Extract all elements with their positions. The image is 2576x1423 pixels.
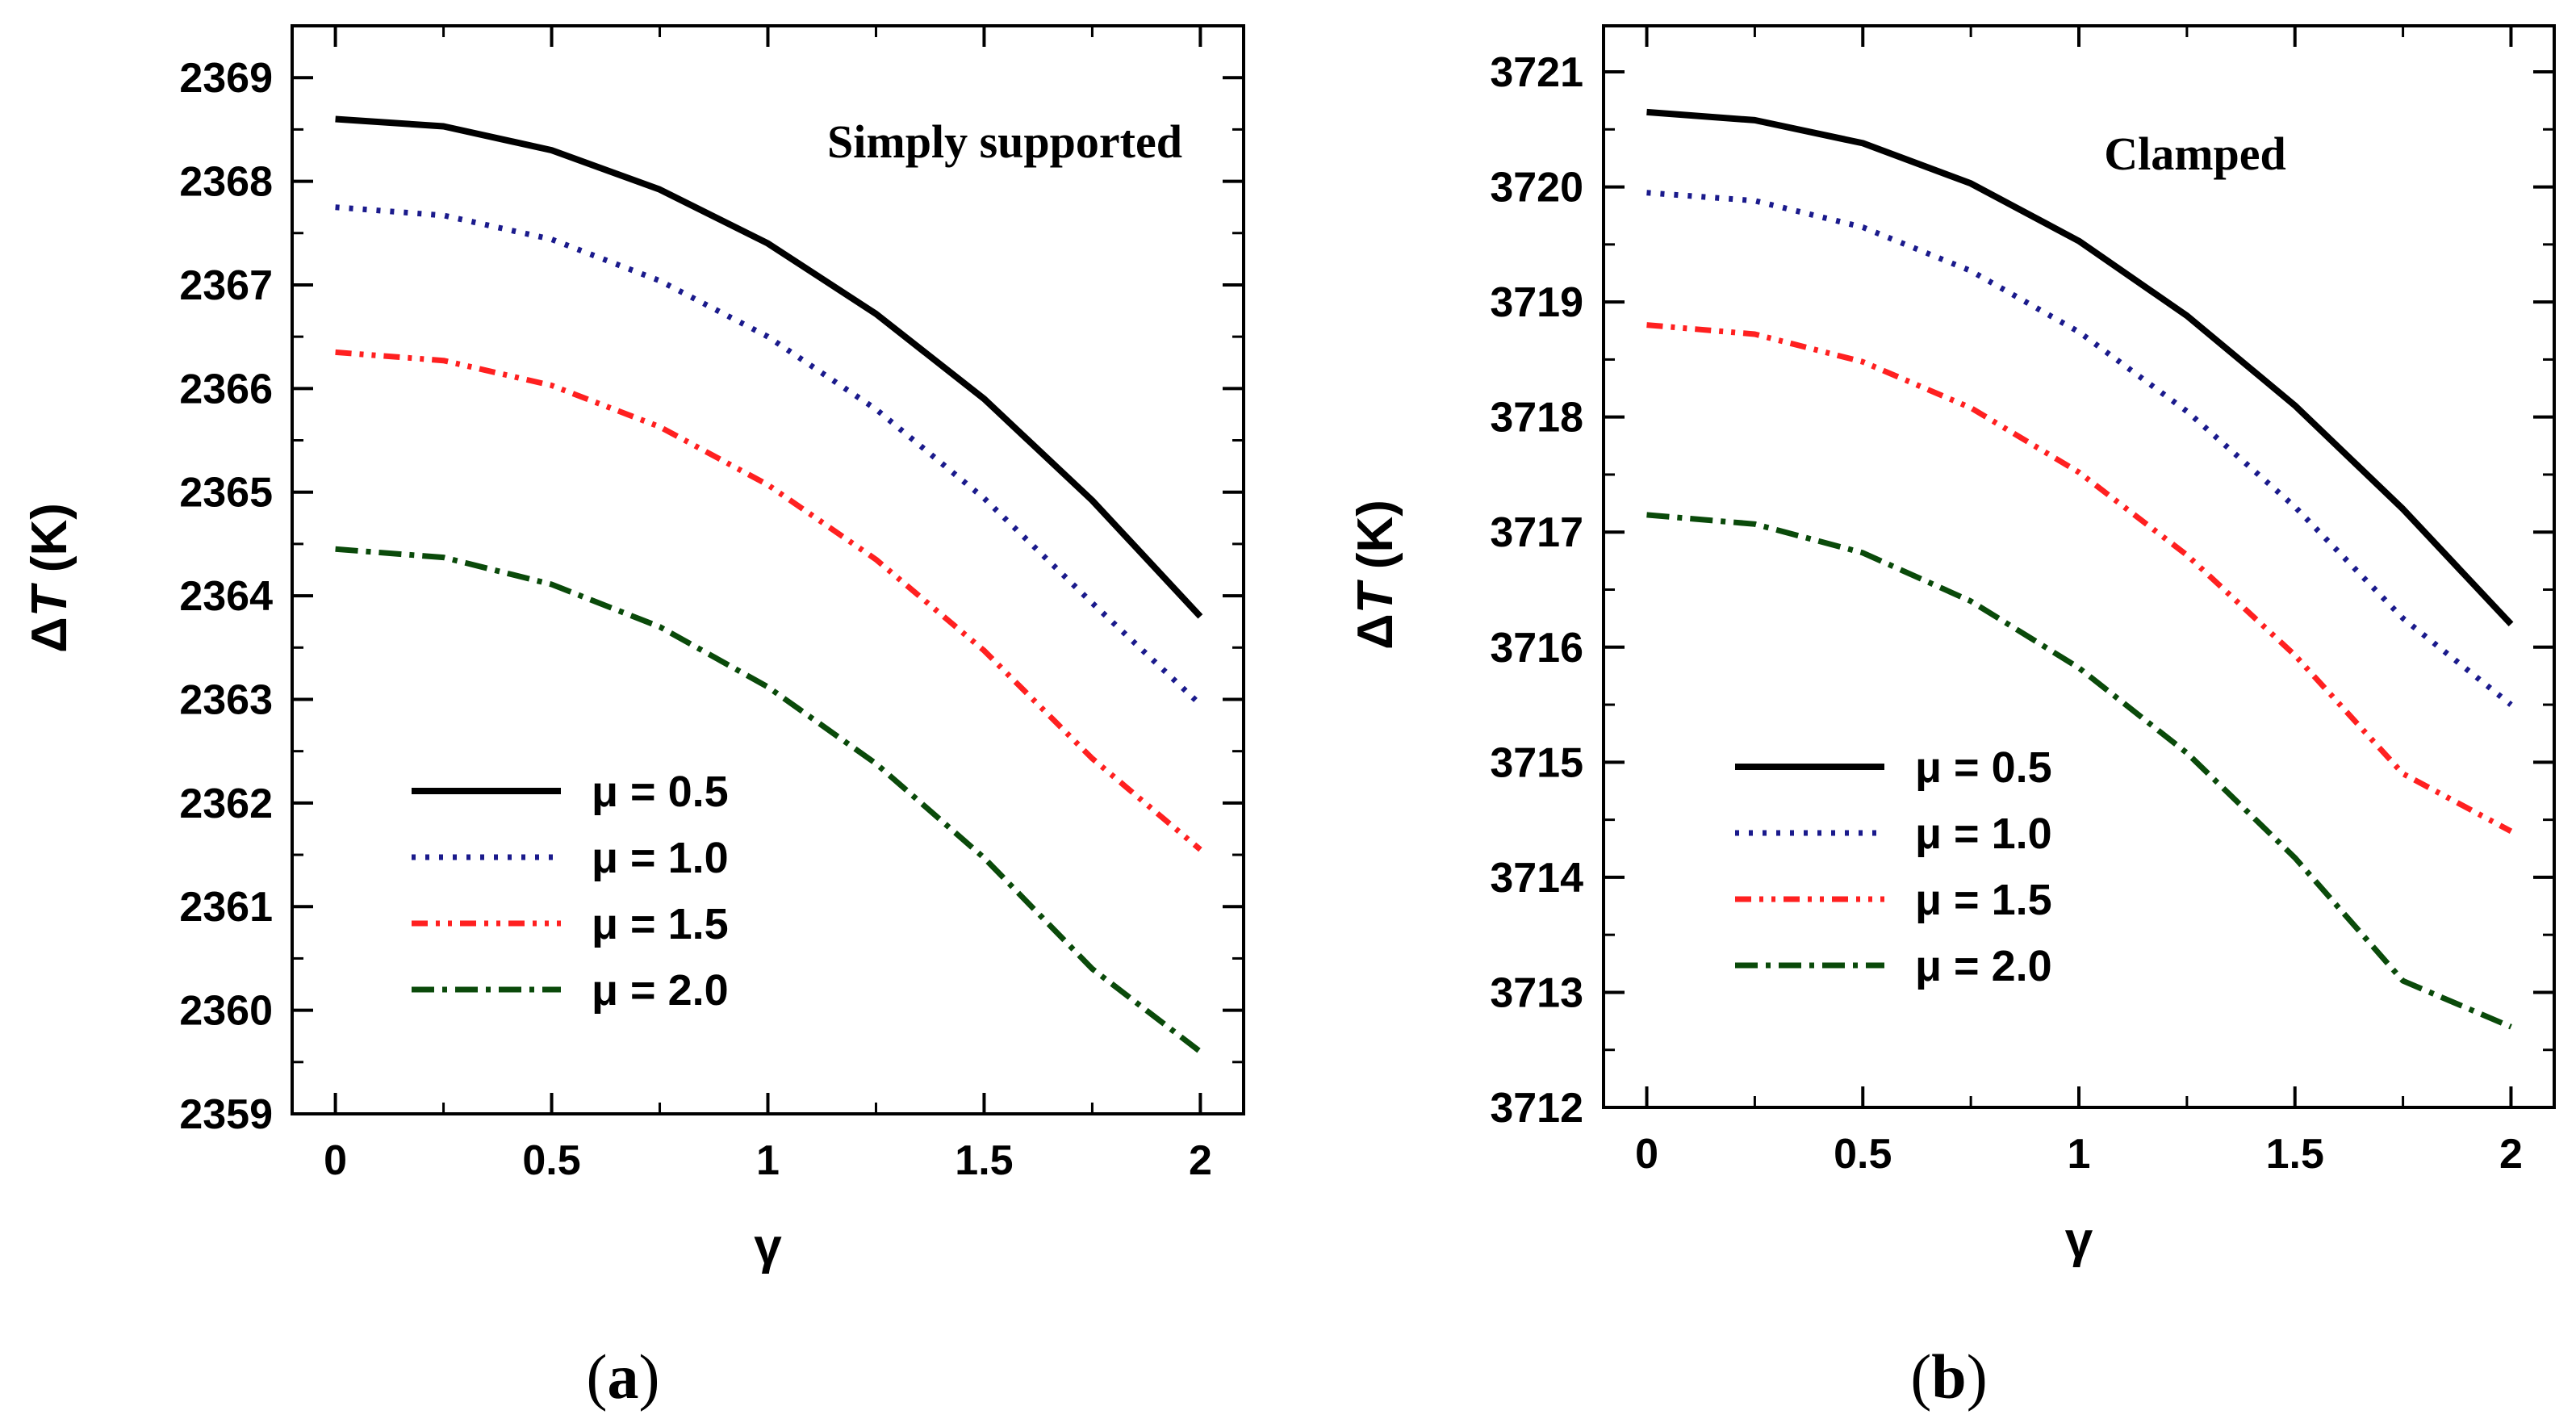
y-tick-label: 3719 [1490, 279, 1583, 326]
y-tick-label: 2361 [179, 884, 273, 931]
x-tick-label: 1.5 [955, 1137, 1013, 1184]
y-tick-label: 3720 [1490, 165, 1583, 211]
x-axis-title: γ [2065, 1212, 2093, 1268]
y-tick-label: 2368 [179, 159, 273, 206]
y-axis-variable: T [22, 582, 77, 617]
y-tick-label: 2369 [179, 55, 273, 102]
panel-label-close: ) [1967, 1341, 1988, 1412]
x-tick-label: 1 [756, 1137, 780, 1184]
y-tick-label: 3721 [1490, 49, 1583, 96]
panel-label: (a) [587, 1341, 660, 1412]
x-tick-label: 2 [2499, 1131, 2523, 1178]
panel-label-letter: b [1931, 1341, 1966, 1412]
panel-label: (b) [1910, 1341, 1987, 1412]
y-tick-label: 2362 [179, 781, 273, 827]
y-tick-label: 3714 [1490, 855, 1583, 902]
y-axis-variable: T [1348, 579, 1403, 613]
panel-label-letter: a [608, 1341, 639, 1412]
boundary-condition-annotation: Simply supported [827, 115, 1182, 168]
y-axis-title: ΔT (K) [1348, 500, 1403, 650]
chart-panel-a: 2359 2360 2361 2362 2363 2364 2365 2366 2367 2368… [22, 24, 1245, 1412]
panel-label-open: ( [587, 1341, 608, 1412]
plot-frame [291, 24, 1245, 1115]
legend-label: μ = 1.5 [592, 900, 729, 948]
x-tick-label: 2 [1189, 1137, 1212, 1184]
chart-panel-b: 3712 3713 3714 3715 3716 3717 3718 3719 3720 3721… [1348, 24, 2556, 1412]
y-tick-label: 3712 [1490, 1085, 1583, 1132]
legend-label: μ = 0.5 [1915, 743, 2052, 792]
y-tick-label: 3713 [1490, 969, 1583, 1016]
legend-label: μ = 1.5 [1915, 876, 2052, 924]
y-tick-label: 3715 [1490, 739, 1583, 786]
x-tick-label: 0.5 [1834, 1131, 1892, 1178]
y-tick-label: 3718 [1490, 395, 1583, 442]
series-line-mu-2.0 [335, 546, 1202, 1054]
x-tick-label: 1 [2068, 1131, 2091, 1178]
x-tick-label: 0 [1635, 1131, 1658, 1178]
panel-label-open: ( [1910, 1341, 1931, 1412]
y-tick-label: 2366 [179, 366, 273, 412]
y-axis-title: ΔT (K) [22, 503, 77, 653]
y-tick-label: 2360 [179, 988, 273, 1035]
y-tick-label: 2364 [179, 573, 273, 620]
boundary-condition-annotation: Clamped [2104, 128, 2286, 180]
x-tick-label: 0.5 [522, 1137, 580, 1184]
y-tick-label: 3716 [1490, 625, 1583, 672]
y-axis-unit: (K) [22, 503, 77, 586]
y-tick-label: 2367 [179, 262, 273, 309]
y-tick-label: 2363 [179, 676, 273, 723]
series-line-mu-1.5 [335, 349, 1202, 852]
series-line-mu-1.5 [1646, 322, 2513, 834]
legend-label: μ = 0.5 [592, 768, 729, 816]
y-axis-delta: Δ [1348, 613, 1403, 650]
series-line-mu-1.0 [335, 204, 1202, 707]
x-tick-label: 0 [324, 1137, 347, 1184]
series-line-mu-0.5 [1646, 108, 2514, 627]
y-tick-label: 2359 [179, 1091, 273, 1138]
series-line-mu-1.0 [1646, 190, 2513, 707]
y-tick-label: 2365 [179, 470, 273, 517]
plot-frame [1602, 24, 2556, 1109]
x-tick-label: 1.5 [2266, 1131, 2324, 1178]
legend-label: μ = 1.0 [1915, 810, 2052, 858]
panel-label-close: ) [639, 1341, 660, 1412]
legend-label: μ = 1.0 [592, 834, 729, 882]
y-axis-delta: Δ [22, 617, 77, 653]
series-line-mu-0.5 [335, 115, 1203, 619]
y-tick-label: 3717 [1490, 509, 1583, 556]
y-axis-unit: (K) [1348, 500, 1403, 583]
series-line-mu-2.0 [1646, 512, 2512, 1030]
legend-label: μ = 2.0 [592, 966, 729, 1015]
legend-label: μ = 2.0 [1915, 942, 2052, 990]
x-axis-title: γ [754, 1219, 782, 1274]
